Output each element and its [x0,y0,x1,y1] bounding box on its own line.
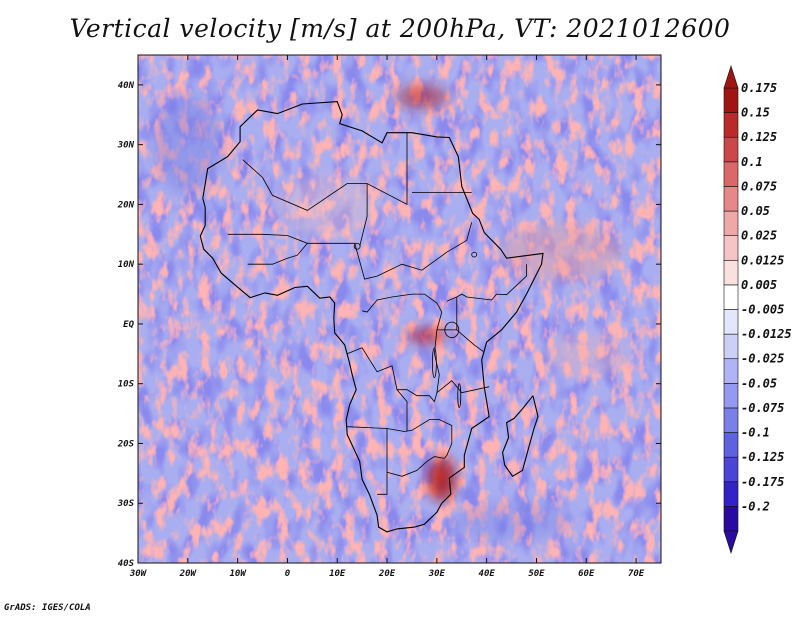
lake-0 [444,321,460,339]
hotspot-3 [501,224,622,281]
lake-2 [457,383,462,409]
colorbar-swatch-0 [723,506,739,532]
hotspot-0 [427,457,456,502]
country-border-2 [227,222,473,280]
colorbar-label-11: 0.025 [741,229,777,243]
colorbar-swatch-1 [723,481,739,507]
colorbar-swatch-13 [723,186,739,212]
country-border-3 [359,183,368,247]
colorbar-label-17: 0.175 [741,81,777,95]
map-frame [137,54,662,564]
colorbar-label-10: 0.0125 [741,253,784,267]
colorbar-swatch-8 [723,309,739,335]
colorbar-swatch-3 [723,432,739,458]
colorbar-swatch-17 [723,87,739,113]
colorbar-swatch-7 [723,333,739,360]
colorbar-label-0: -0.2 [741,499,770,513]
y-tick-label-2: 20N [117,200,135,210]
lake-4 [353,242,361,250]
y-tick-label-5: 10S [118,380,135,390]
y-tick-label-6: 20S [117,439,135,449]
x-tick-label-0: 30W [129,569,148,579]
country-border-14 [396,389,408,432]
x-tick-label-2: 10W [229,569,247,579]
country-border-5 [362,293,443,354]
x-tick-label-9: 60E [578,569,595,579]
y-tick-label-4: EQ [123,320,134,330]
colorbar-swatch-12 [723,210,739,236]
colorbar-label-5: -0.05 [741,376,777,390]
x-tick-label-4: 10E [329,569,346,579]
field-texture [138,55,661,563]
colorbar-swatch-10 [723,259,739,286]
colorbar-label-14: 0.1 [741,155,763,169]
y-tick-label-1: 30N [117,141,135,151]
x-tick-label-6: 30E [428,569,446,579]
colorbar-high-arrow [723,65,739,89]
colorbar-label-8: -0.005 [741,303,784,317]
colorbar-swatch-6 [723,358,739,384]
y-tick-label-0: 40N [118,81,135,91]
colorbar-label-15: 0.125 [741,130,777,144]
colorbar-swatch-16 [723,112,739,138]
colorbar-label-16: 0.15 [741,106,770,120]
country-border-6 [446,264,527,302]
colorbar-label-1: -0.175 [741,475,784,489]
hotspot-5 [277,174,378,235]
x-tick-label-1: 20W [179,569,198,579]
colorbar-swatch-5 [723,383,739,409]
colorbar-swatch-14 [723,161,739,187]
colorbar-swatch-2 [723,456,739,483]
lake-3 [471,251,478,258]
country-border-4 [247,243,308,265]
country-border-11 [347,419,453,459]
chart-title: Vertical velocity [m/s] at 200hPa, VT: 2… [69,14,731,43]
colorbar-swatch-15 [723,136,739,163]
x-tick-label-7: 40E [479,569,496,579]
country-border-9 [434,353,490,394]
colorbar-swatch-4 [723,407,739,433]
x-tick-label-5: 20E [378,569,396,579]
country-border-0 [242,132,408,211]
africa-coastline [199,101,544,533]
x-tick-label-8: 50E [528,569,545,579]
hotspot-4 [546,333,627,374]
colorbar-swatch-11 [723,235,739,261]
colorbar-low-arrow [723,530,739,554]
x-tick-label-10: 70E [628,569,645,579]
colorbar-label-4: -0.075 [741,401,784,415]
colorbar-label-13: 0.075 [741,179,777,193]
y-tick-label-8: 40S [118,559,135,569]
colorbar: -0.2 -0.175 -0.125 -0.1 -0.075 -0.05 -0.025 -0.… [723,65,792,554]
colorbar-label-3: -0.1 [741,426,770,440]
colorbar-label-6: -0.025 [741,352,784,366]
axis-ticks: 30W 20W 10W 0 10E 20E 30E 40E 50E 60E 70E 40N 30N 20N… [117,55,661,579]
hotspot-7 [451,501,572,542]
x-tick-label-3: 0 [285,569,291,579]
colorbar-swatch-9 [723,284,739,310]
madagascar-coastline [502,395,539,478]
hotspot-6 [152,94,223,195]
velocity-field [138,55,661,563]
colorbar-label-2: -0.125 [741,450,784,464]
colorbar-label-12: 0.05 [741,204,770,218]
country-border-13 [386,456,445,477]
y-tick-label-3: 10N [118,260,135,270]
colorbar-label-7: -0.0125 [741,327,792,341]
colorbar-label-9: 0.005 [741,278,777,292]
field-hotspots [152,84,627,542]
y-tick-label-7: 30S [117,499,135,509]
geography-lines [199,101,544,533]
hotspot-2 [395,84,448,109]
grads-credit: GrADS: IGES/COLA [4,603,91,613]
lake-1 [431,347,437,379]
